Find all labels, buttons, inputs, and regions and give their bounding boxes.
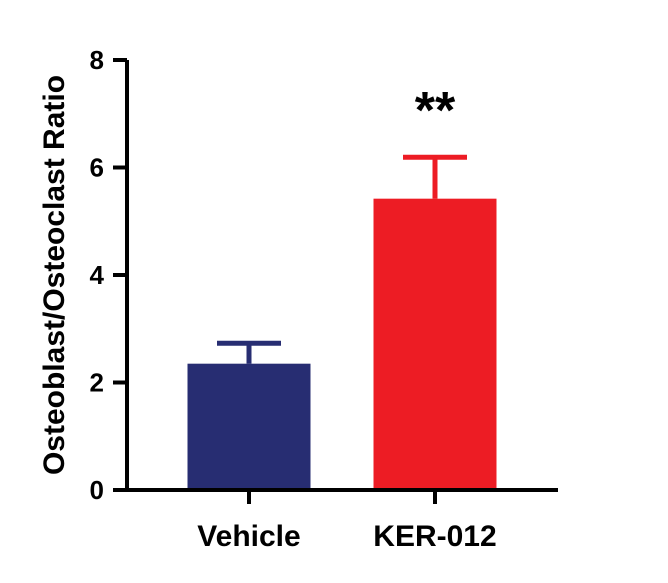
significance-annotation: ** xyxy=(415,82,456,140)
y-tick-label: 6 xyxy=(90,153,104,183)
x-labels-layer: Vehicle KER-012 xyxy=(197,520,496,553)
y-axis-label: Osteoblast/Osteoclast Ratio xyxy=(38,75,71,475)
x-category-label: Vehicle xyxy=(197,520,300,553)
y-tick-label: 8 xyxy=(90,45,104,75)
annotations-layer: ** xyxy=(415,82,456,140)
x-category-label: KER-012 xyxy=(373,520,496,553)
bar-ker-012 xyxy=(373,198,497,491)
y-tick-label: 4 xyxy=(90,260,105,290)
y-tick-label: 0 xyxy=(90,475,104,505)
bars-layer xyxy=(187,154,497,491)
y-tick-label: 2 xyxy=(90,368,104,398)
bar-vehicle xyxy=(187,363,311,490)
y-ticks-layer: 0 2 4 6 8 xyxy=(90,45,127,505)
